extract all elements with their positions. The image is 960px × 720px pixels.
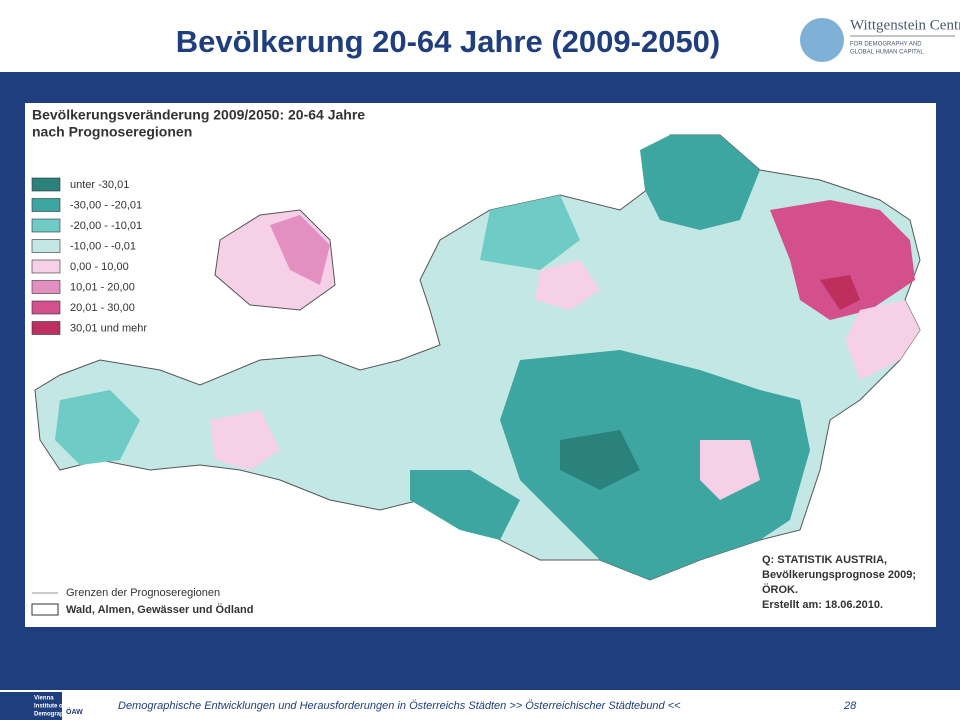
legend-swatch [31,259,61,274]
legend-swatch [31,239,61,253]
source-line: Q: STATISTIK AUSTRIA, [762,554,887,566]
region [210,410,280,470]
footer-text: Demographische Entwicklungen und Herausf… [118,700,681,712]
source: Q: STATISTIK AUSTRIA, Bevölkerungsprognos… [762,554,916,611]
region [700,440,760,500]
source-line: Erstellt am: 18.06.2010. [762,599,883,611]
logo-sub: GLOBAL HUMAN CAPITAL [850,50,924,56]
footer-logo-text: ÖAW [66,707,83,716]
legend-label: -20,00 - -10,01 [70,220,142,232]
region [535,260,600,310]
region [560,430,640,490]
slide-title: Bevölkerung 20-64 Jahre (2009-2050) [176,24,721,59]
legend-label: 0,00 - 10,00 [70,261,129,273]
map-title: nach Prognoseregionen [32,124,192,140]
logo-name: Wittgenstein Centre [850,17,960,33]
footer-logo-text: Institute of [34,704,66,710]
map-title: Bevölkerungsveränderung 2009/2050: 20-64… [32,107,365,123]
legend-swatch [31,177,61,192]
boundary-legend-label: Wald, Almen, Gewässer und Ödland [66,603,253,616]
region [55,390,140,465]
source-line: ÖROK. [762,583,798,596]
region [770,200,915,320]
region [410,470,520,540]
legend-label: 30,01 und mehr [70,322,147,334]
logo-globe [800,18,844,62]
legend-swatch [31,198,61,212]
region [270,215,330,285]
legend-label: 20,01 - 30,00 [70,302,135,314]
legend-swatch [31,300,61,315]
legend-swatch [31,218,61,233]
legend-swatch [31,280,61,294]
source-line: Bevölkerungsprognose 2009; [762,569,916,581]
region [845,300,920,380]
boundary-legend-swatch [31,603,59,616]
logo-sub: FOR DEMOGRAPHY AND [850,42,922,48]
footer-logo-text: Demography [34,712,71,718]
region [820,275,860,310]
legend: unter -30,01 -30,00 - -20,01 -20,00 - -10,… [31,177,147,335]
map [34,134,921,581]
legend-label: -10,00 - -0,01 [70,240,136,252]
legend-swatch [31,321,61,335]
footer-logo-text: Vienna [34,696,54,702]
region [640,135,760,230]
region [500,350,810,580]
legend-label: 10,01 - 20,00 [70,281,135,293]
page-number: 28 [843,700,857,712]
footer-logo: Vienna Institute of Demography ÖAW [0,692,83,720]
region [480,195,580,270]
legend-label: unter -30,01 [70,179,129,191]
legend-label: -30,00 - -20,01 [70,199,142,211]
boundary-legend-label: Grenzen der Prognoseregionen [66,587,220,599]
logo: Wittgenstein Centre FOR DEMOGRAPHY AND G… [800,17,960,62]
footer-logo-box [0,692,62,720]
